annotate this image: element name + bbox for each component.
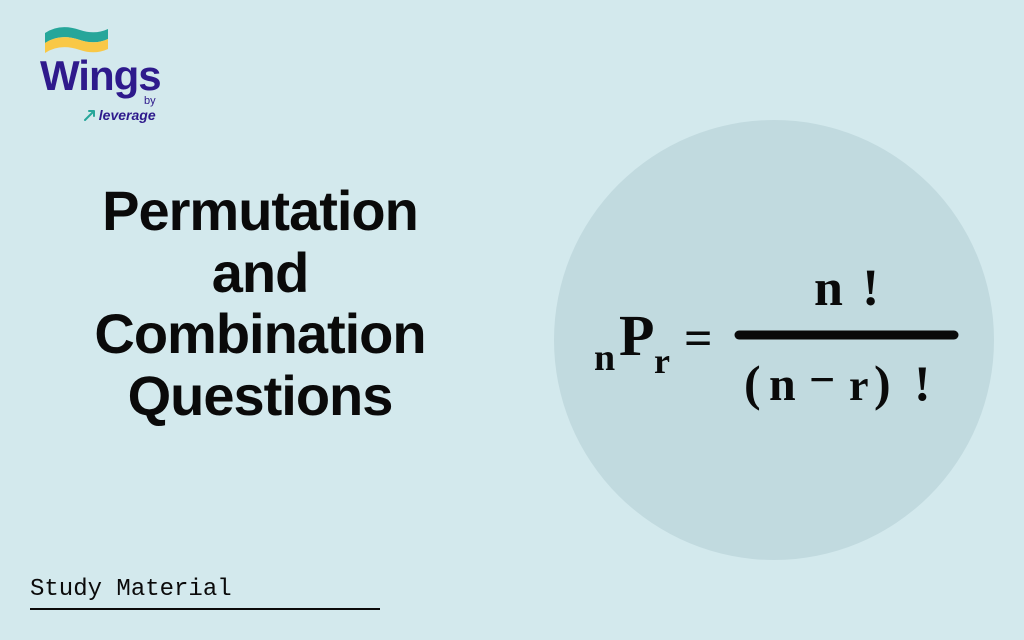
formula-circle: n P r = n ! ( n − r ) ! xyxy=(554,120,994,560)
svg-text:!: ! xyxy=(862,260,879,317)
logo-text: Wings xyxy=(40,52,161,100)
svg-text:r: r xyxy=(654,341,670,381)
svg-text:): ) xyxy=(874,355,891,411)
svg-text:n: n xyxy=(594,337,615,379)
svg-text:r: r xyxy=(849,361,869,410)
svg-text:P: P xyxy=(619,303,654,368)
arrow-icon xyxy=(83,108,97,122)
svg-text:n: n xyxy=(769,358,796,411)
page-title: Permutation and Combination Questions xyxy=(50,180,470,426)
svg-text:−: − xyxy=(809,354,835,405)
svg-text:(: ( xyxy=(744,355,761,411)
svg-text:=: = xyxy=(684,310,713,366)
svg-text:!: ! xyxy=(914,355,931,411)
svg-text:n: n xyxy=(814,260,843,317)
logo-sub-brand: leverage xyxy=(83,107,156,123)
logo-sub-by: by xyxy=(144,95,156,107)
logo-brand-word: leverage xyxy=(99,107,156,123)
permutation-formula: n P r = n ! ( n − r ) ! xyxy=(584,240,964,440)
logo: Wings by leverage xyxy=(40,25,161,123)
footer-category: Study Material xyxy=(30,576,380,610)
